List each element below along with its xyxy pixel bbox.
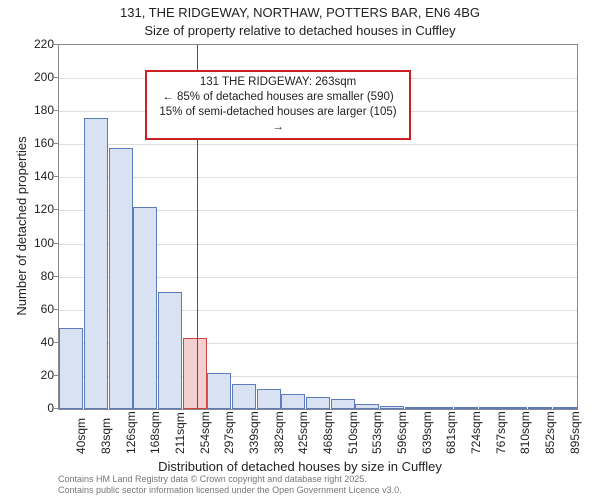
chart-title-line2: Size of property relative to detached ho… [0, 22, 600, 40]
y-tick-label: 180 [14, 103, 54, 117]
histogram-bar [257, 389, 281, 409]
chart-title-line1: 131, THE RIDGEWAY, NORTHAW, POTTERS BAR,… [0, 4, 600, 22]
y-tick-label: 60 [14, 302, 54, 316]
y-tick-mark [54, 309, 58, 310]
x-tick-label: 596sqm [395, 411, 409, 454]
chart-footer: Contains HM Land Registry data © Crown c… [58, 474, 402, 497]
x-tick-label: 425sqm [296, 411, 310, 454]
y-tick-label: 100 [14, 236, 54, 250]
x-tick-label: 767sqm [494, 411, 508, 454]
y-tick-label: 120 [14, 202, 54, 216]
histogram-bar [207, 373, 231, 409]
x-tick-label: 468sqm [321, 411, 335, 454]
y-tick-mark [54, 209, 58, 210]
x-tick-label: 681sqm [444, 411, 458, 454]
x-tick-label: 724sqm [469, 411, 483, 454]
chart-plot-area: 131 THE RIDGEWAY: 263sqm← 85% of detache… [58, 44, 578, 410]
y-tick-label: 80 [14, 269, 54, 283]
y-tick-mark [54, 243, 58, 244]
histogram-bar [503, 407, 527, 409]
histogram-bar [133, 207, 157, 409]
histogram-bar [429, 407, 453, 409]
x-tick-label: 510sqm [346, 411, 360, 454]
x-tick-label: 83sqm [99, 418, 113, 454]
histogram-bar [405, 407, 429, 409]
histogram-bar [553, 407, 577, 409]
x-axis-title: Distribution of detached houses by size … [0, 459, 600, 474]
y-tick-mark [54, 342, 58, 343]
histogram-bar [528, 407, 552, 409]
x-tick-label: 211sqm [173, 412, 187, 454]
y-tick-mark [54, 44, 58, 45]
x-tick-label: 40sqm [74, 418, 88, 454]
histogram-bar [479, 407, 503, 409]
y-tick-mark [54, 77, 58, 78]
callout-line1: 131 THE RIDGEWAY: 263sqm [153, 75, 403, 90]
histogram-bar-highlight [183, 338, 207, 409]
y-tick-mark [54, 143, 58, 144]
histogram-bar [380, 406, 404, 409]
x-tick-label: 297sqm [222, 411, 236, 454]
y-tick-mark [54, 408, 58, 409]
histogram-bar [281, 394, 305, 409]
histogram-bar [84, 118, 108, 409]
gridline [59, 144, 577, 145]
callout-line3: 15% of semi-detached houses are larger (… [153, 105, 403, 135]
y-tick-label: 140 [14, 169, 54, 183]
callout-line2: ← 85% of detached houses are smaller (59… [153, 90, 403, 105]
histogram-bar [59, 328, 83, 409]
histogram-bar [355, 404, 379, 409]
x-tick-label: 852sqm [543, 411, 557, 454]
y-tick-mark [54, 276, 58, 277]
footer-line2: Contains public sector information licen… [58, 485, 402, 496]
histogram-bar [232, 384, 256, 409]
x-tick-label: 168sqm [148, 411, 162, 454]
x-tick-label: 895sqm [568, 411, 582, 454]
histogram-bar [306, 397, 330, 409]
histogram-bar [109, 148, 133, 409]
y-axis-title: Number of detached properties [14, 136, 29, 315]
x-tick-label: 339sqm [247, 411, 261, 454]
y-tick-mark [54, 176, 58, 177]
x-tick-label: 810sqm [518, 411, 532, 454]
y-tick-mark [54, 110, 58, 111]
y-tick-label: 220 [14, 37, 54, 51]
histogram-bar [454, 407, 478, 409]
y-tick-label: 200 [14, 70, 54, 84]
histogram-bar [158, 292, 182, 409]
footer-line1: Contains HM Land Registry data © Crown c… [58, 474, 402, 485]
gridline [59, 177, 577, 178]
y-tick-label: 20 [14, 368, 54, 382]
y-tick-mark [54, 375, 58, 376]
x-tick-label: 639sqm [420, 411, 434, 454]
chart-title-block: 131, THE RIDGEWAY, NORTHAW, POTTERS BAR,… [0, 0, 600, 39]
histogram-bar [331, 399, 355, 409]
x-tick-label: 553sqm [370, 411, 384, 454]
x-tick-label: 254sqm [198, 411, 212, 454]
callout-box: 131 THE RIDGEWAY: 263sqm← 85% of detache… [145, 70, 411, 140]
x-tick-label: 126sqm [124, 411, 138, 454]
x-tick-label: 382sqm [272, 411, 286, 454]
y-tick-label: 40 [14, 335, 54, 349]
y-tick-label: 0 [14, 401, 54, 415]
y-tick-label: 160 [14, 136, 54, 150]
